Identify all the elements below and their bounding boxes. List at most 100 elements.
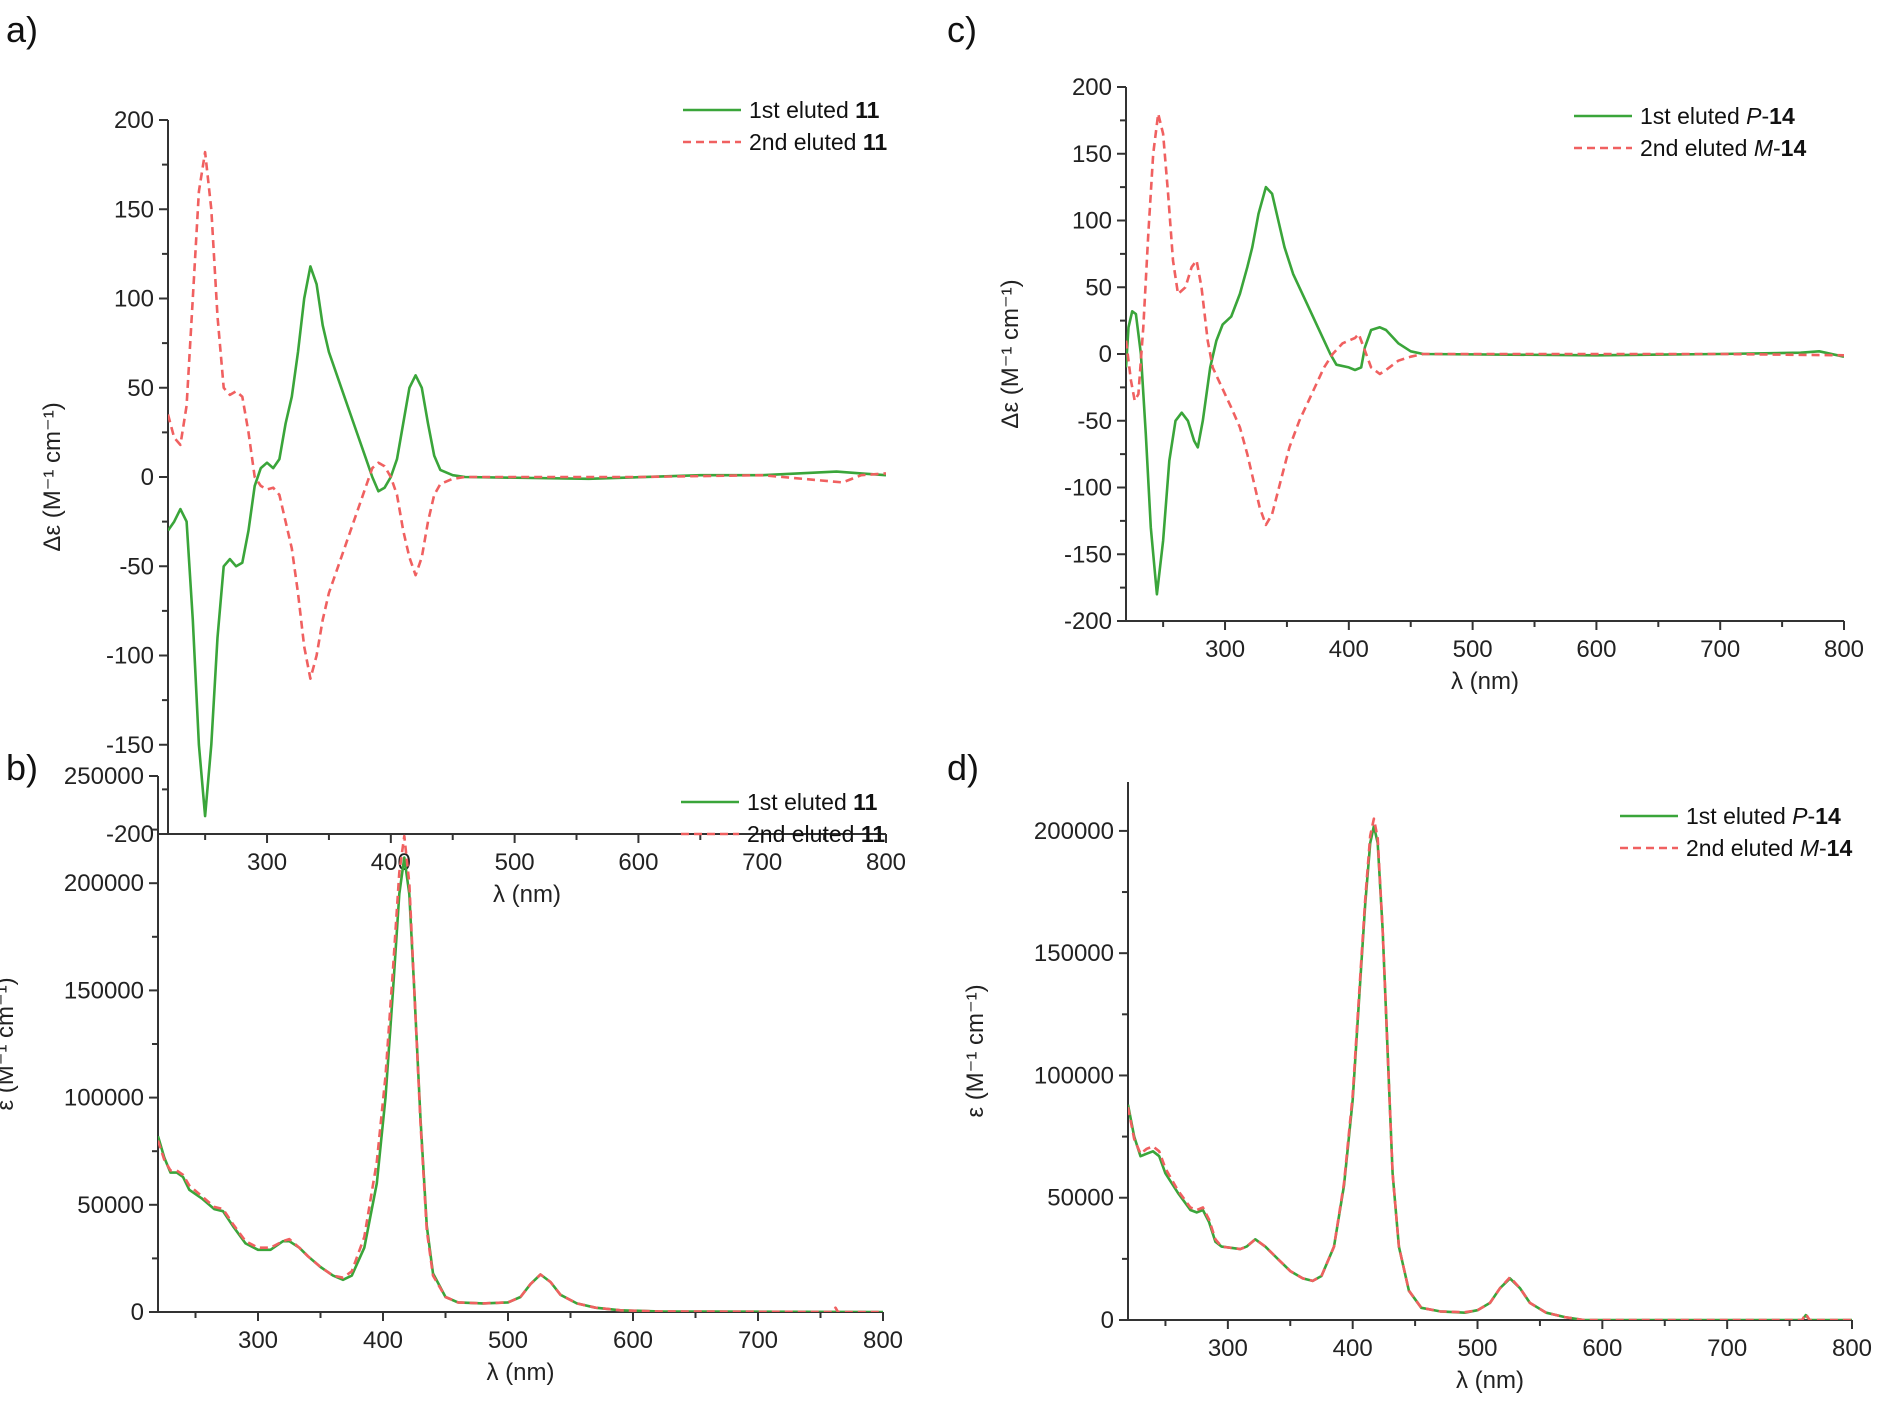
series-line-1 <box>158 856 883 1312</box>
x-tick-label: 800 <box>863 1327 903 1354</box>
x-axis-label: λ (nm) <box>493 881 561 908</box>
series-line-2 <box>168 150 886 680</box>
x-tick-label: 500 <box>488 1327 528 1354</box>
x-tick-label: 700 <box>742 849 782 876</box>
y-tick-label: -100 <box>106 643 154 670</box>
y-axis-label: ε (M⁻¹ cm⁻¹) <box>962 984 989 1117</box>
y-tick-label: 250000 <box>64 763 144 790</box>
chart-panel-b: b) 300 400 500 600 700 800 0 50000 100000 150000 20… <box>0 747 903 1386</box>
y-tick-label: 200 <box>1072 74 1112 101</box>
legend-label-part: 11 <box>861 821 886 847</box>
series-line-2 <box>158 834 883 1312</box>
y-tick-label: 150 <box>1072 141 1112 168</box>
legend-label-2: 2nd eluted 11 <box>749 129 887 155</box>
x-tick-label: 600 <box>1582 1335 1622 1362</box>
x-tick-label: 700 <box>1700 636 1740 663</box>
y-tick-label: 200 <box>114 107 154 134</box>
x-tick-label: 400 <box>1333 1335 1373 1362</box>
y-tick-label: -50 <box>119 553 154 580</box>
legend-label-2: 2nd eluted M-14 <box>1686 835 1852 861</box>
x-tick-label: 300 <box>1208 1335 1248 1362</box>
series-line-1 <box>1128 824 1852 1320</box>
x-tick-label: 600 <box>618 849 658 876</box>
legend-label-part: 2nd eluted <box>1640 135 1754 161</box>
x-tick-label: 700 <box>738 1327 778 1354</box>
y-tick-label: -150 <box>1064 541 1112 568</box>
legend-label-part: 1st eluted <box>1640 103 1746 129</box>
series-line-2 <box>1126 112 1844 527</box>
y-tick-label: 0 <box>1099 341 1112 368</box>
legend-label-part: M <box>1754 135 1774 161</box>
y-tick-label: -200 <box>1064 608 1112 635</box>
legend-label-part: P <box>1792 803 1808 829</box>
y-tick-label: -200 <box>106 821 154 848</box>
y-tick-label: 100 <box>1072 208 1112 235</box>
y-tick-label: 100000 <box>64 1085 144 1112</box>
legend-label-part: 2nd eluted <box>747 821 861 847</box>
legend-label-part: 11 <box>863 129 888 155</box>
legend-label-part: - <box>1807 803 1815 829</box>
y-tick-label: -50 <box>1077 408 1112 435</box>
x-axis-label: λ (nm) <box>1451 668 1519 695</box>
chart-panel-a: a)300 400 500 600 700 800-200-150-100-5005010… <box>6 9 906 908</box>
x-tick-label: 600 <box>613 1327 653 1354</box>
panel-label: b) <box>6 747 38 788</box>
y-tick-label: 0 <box>141 464 154 491</box>
x-tick-label: 600 <box>1576 636 1616 663</box>
y-tick-label: 150 <box>114 196 154 223</box>
y-tick-label: 50000 <box>1047 1185 1114 1212</box>
y-tick-label: 0 <box>1101 1307 1114 1334</box>
x-tick-label: 300 <box>247 849 287 876</box>
legend-label-part: 1st eluted <box>749 97 855 123</box>
y-tick-label: 100 <box>114 286 154 313</box>
y-tick-label: 100000 <box>1034 1062 1114 1089</box>
x-axis-label: λ (nm) <box>487 1359 555 1386</box>
x-axis-label: λ (nm) <box>1456 1367 1524 1394</box>
y-tick-label: 150000 <box>64 977 144 1004</box>
legend-label-part: - <box>1819 835 1827 861</box>
legend-label-part: 2nd eluted <box>1686 835 1800 861</box>
legend-label-part: M <box>1800 835 1820 861</box>
x-tick-label: 800 <box>866 849 906 876</box>
legend-label-1: 1st eluted 11 <box>749 97 880 123</box>
legend-label-part: 14 <box>1769 103 1795 129</box>
chart-panel-d: d) 300 400 500 600 700 800 0 50000 100000 150000 20… <box>947 747 1872 1394</box>
y-tick-label: -150 <box>106 732 154 759</box>
legend-label-part: - <box>1761 103 1769 129</box>
x-tick-label: 400 <box>363 1327 403 1354</box>
panel-label: d) <box>947 747 979 788</box>
legend-label-part: 2nd eluted <box>749 129 863 155</box>
series-line-1 <box>1126 185 1844 596</box>
series-line-1 <box>168 265 886 818</box>
legend-label-part: - <box>1773 135 1781 161</box>
legend-label-1: 1st eluted 11 <box>747 789 878 815</box>
legend-label-part: 11 <box>853 789 878 815</box>
x-tick-label: 800 <box>1832 1335 1872 1362</box>
y-axis-label: Δε (M⁻¹ cm⁻¹) <box>997 279 1024 428</box>
legend-label-2: 2nd eluted 11 <box>747 821 885 847</box>
legend-label-part: 1st eluted <box>1686 803 1792 829</box>
legend-label-part: 1st eluted <box>747 789 853 815</box>
x-tick-label: 500 <box>1457 1335 1497 1362</box>
x-tick-label: 500 <box>1453 636 1493 663</box>
y-tick-label: 50 <box>127 375 154 402</box>
y-axis-label: Δε (M⁻¹ cm⁻¹) <box>39 402 66 551</box>
x-tick-label: 800 <box>1824 636 1864 663</box>
legend-label-part: 14 <box>1827 835 1853 861</box>
x-tick-label: 300 <box>1205 636 1245 663</box>
legend-label-1: 1st eluted P-14 <box>1640 103 1795 129</box>
legend-label-1: 1st eluted P-14 <box>1686 803 1841 829</box>
legend-label-2: 2nd eluted M-14 <box>1640 135 1806 161</box>
panel-label: a) <box>6 9 38 50</box>
y-tick-label: 150000 <box>1034 940 1114 967</box>
y-tick-label: 0 <box>131 1299 144 1326</box>
x-tick-label: 700 <box>1707 1335 1747 1362</box>
x-tick-label: 500 <box>495 849 535 876</box>
y-tick-label: 200000 <box>1034 818 1114 845</box>
y-tick-label: -100 <box>1064 475 1112 502</box>
y-axis-label: ε (M⁻¹ cm⁻¹) <box>0 977 19 1110</box>
panel-label: c) <box>947 9 977 50</box>
series-line-2 <box>1128 817 1852 1320</box>
chart-panel-c: c)300 400 500 600 700 800-200-150-100-5005010… <box>947 9 1864 695</box>
y-tick-label: 50000 <box>77 1192 144 1219</box>
